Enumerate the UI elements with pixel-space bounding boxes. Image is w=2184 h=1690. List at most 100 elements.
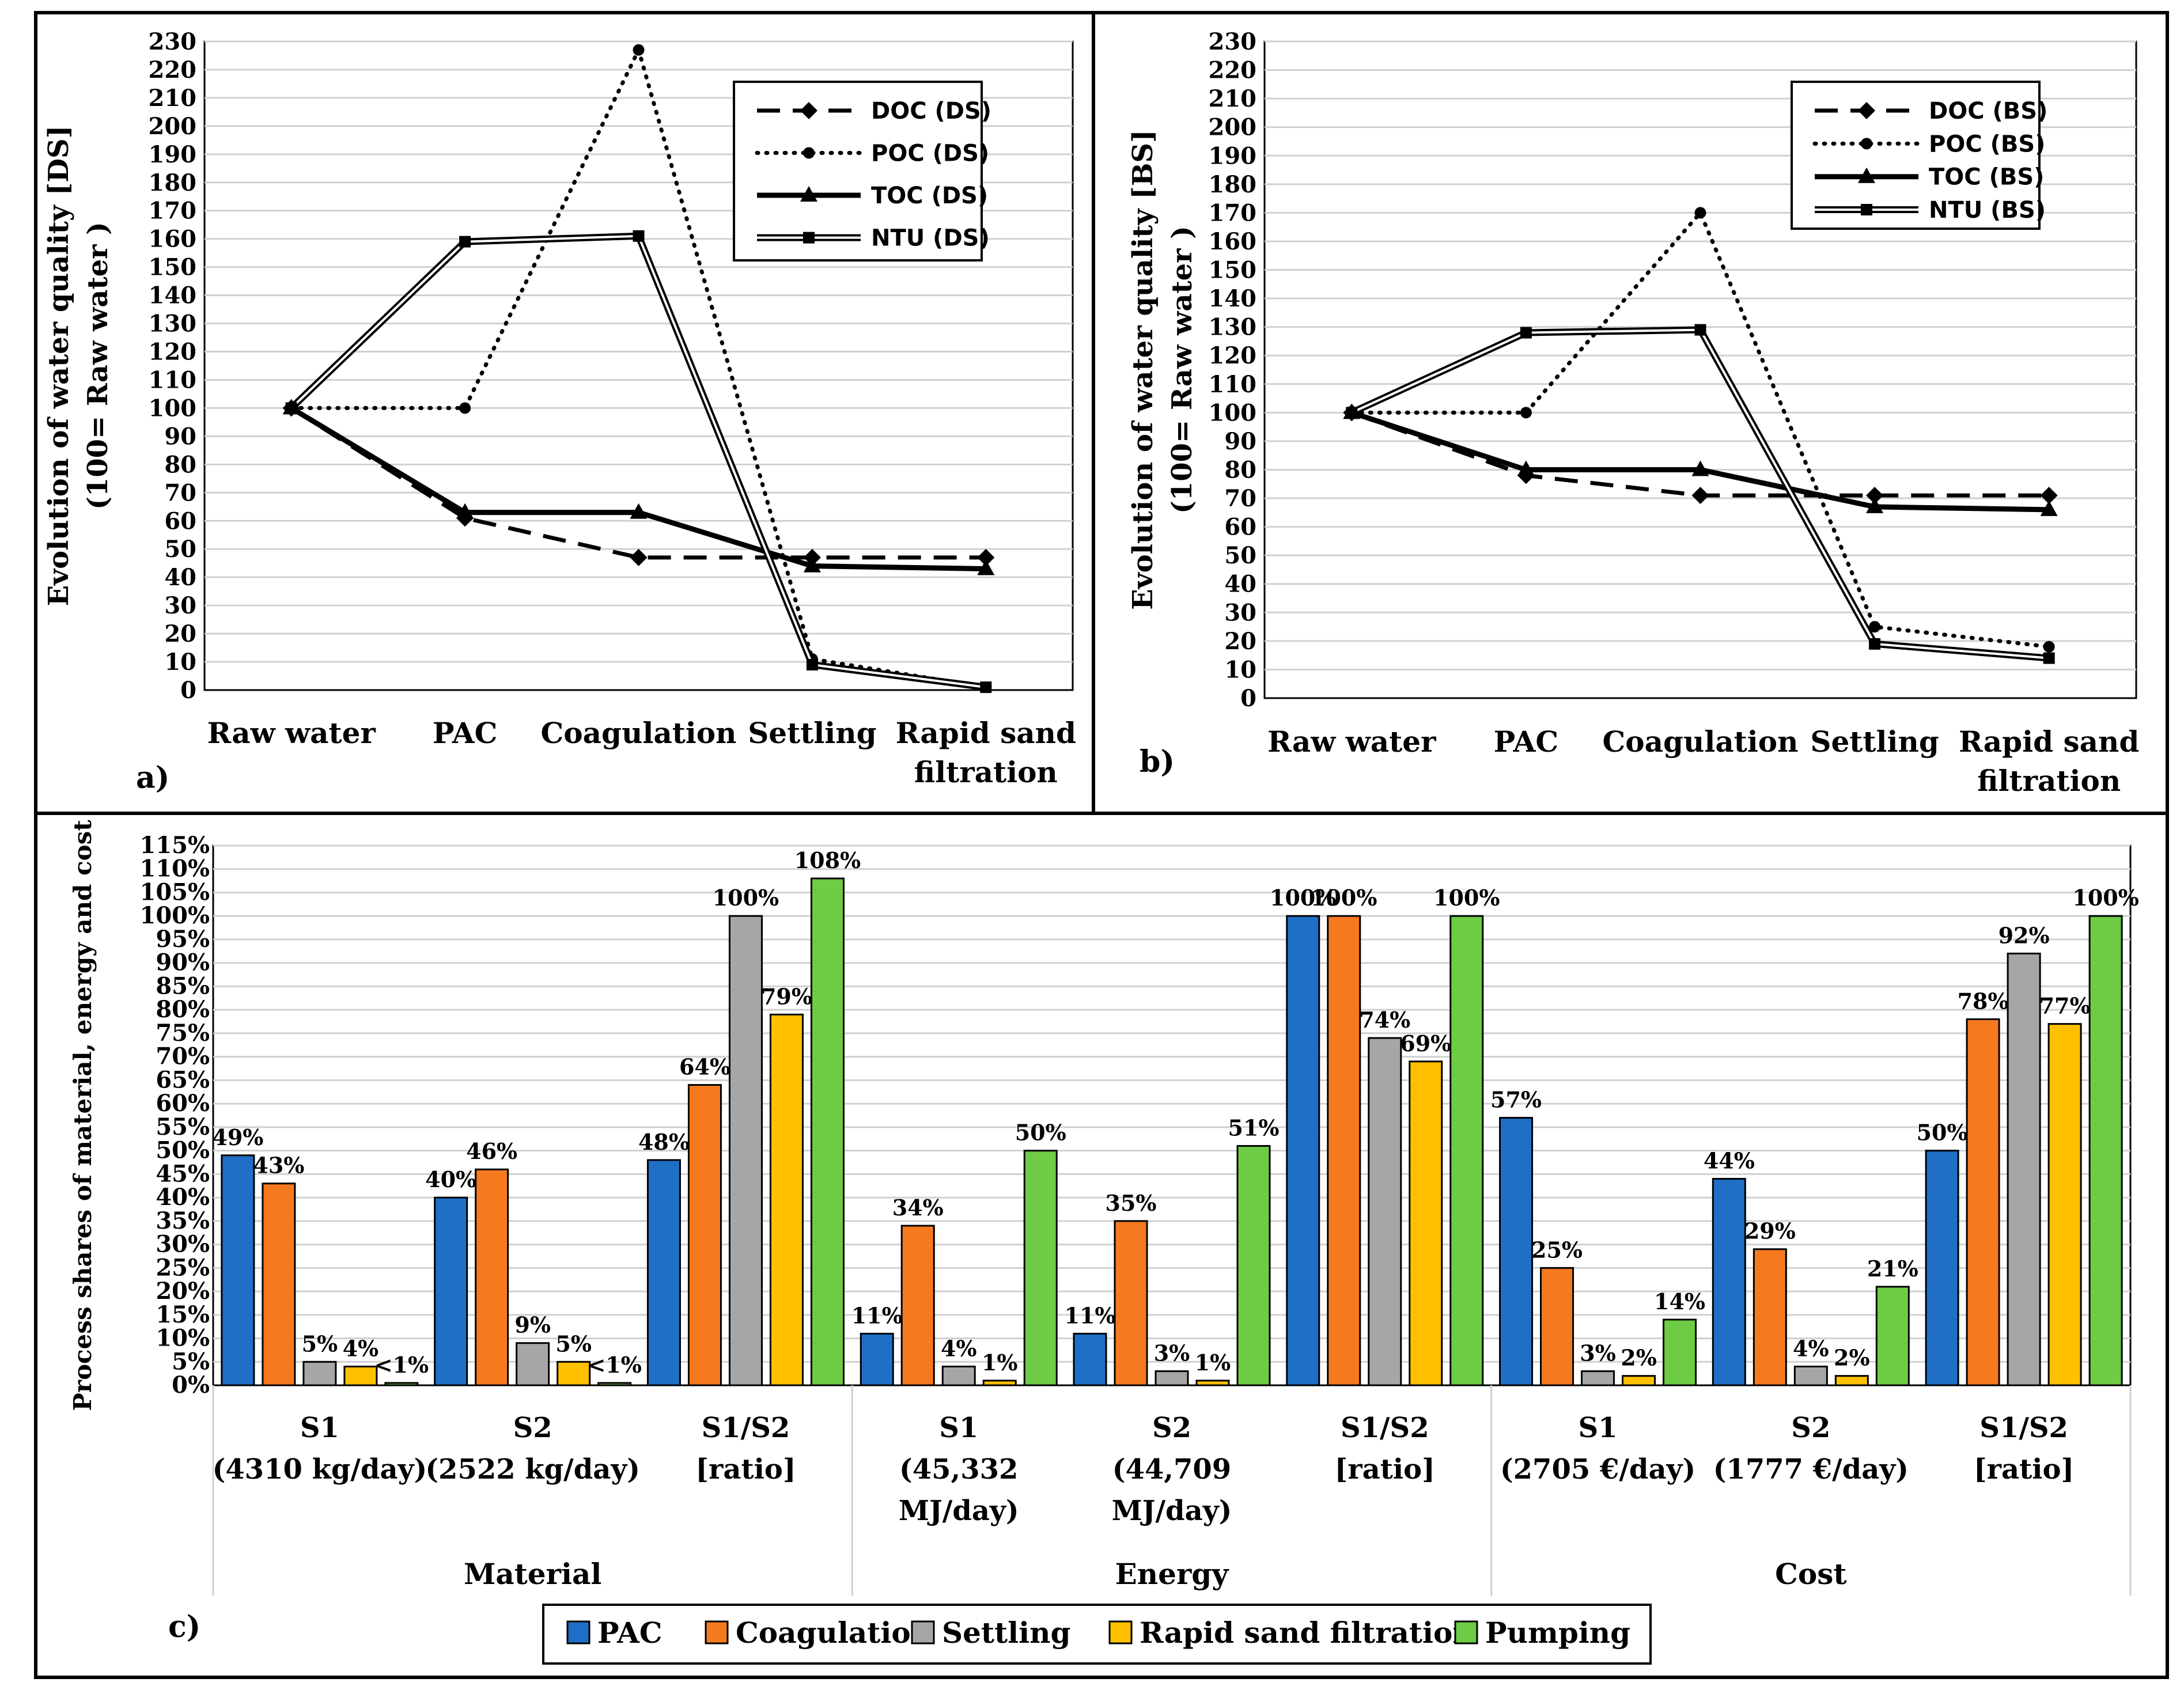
- y-tick-label: 70%: [156, 1043, 210, 1070]
- bar-data-label: 34%: [892, 1195, 944, 1221]
- data-point: [1691, 487, 1709, 505]
- bar: [1712, 1177, 1746, 1386]
- bar: [1368, 1037, 1402, 1386]
- legend-label: Settling: [942, 1616, 1070, 1650]
- bar: [1286, 915, 1320, 1386]
- bar: [1195, 1380, 1230, 1386]
- data-point: [806, 658, 818, 670]
- y-tick-label: 40%: [156, 1184, 210, 1211]
- x-subcategory-label: MJ/day): [1112, 1495, 1232, 1527]
- bar: [1540, 1267, 1574, 1386]
- bar: [343, 1365, 378, 1386]
- legend-item: DOC (BS): [1815, 98, 2047, 124]
- bar-data-label: 92%: [1998, 922, 2050, 948]
- data-point: [1346, 407, 1358, 419]
- y-tick-label: 20: [1224, 628, 1256, 655]
- y-tick-label: 140: [1209, 285, 1257, 312]
- y-tick-label: 170: [1209, 199, 1257, 226]
- y-tick-label: 105%: [139, 878, 210, 905]
- data-point: [977, 559, 995, 575]
- legend-swatch-marker: [803, 147, 815, 159]
- x-subcategory-label: S2: [1152, 1412, 1191, 1444]
- x-subcategory-label: (45,332: [899, 1453, 1018, 1486]
- y-tick-label: 230: [149, 28, 197, 55]
- bar: [434, 1196, 468, 1386]
- bar: [1925, 1150, 1959, 1386]
- y-tick-label: 25%: [156, 1254, 210, 1281]
- y-tick-label: 210: [1209, 85, 1257, 112]
- y-tick-label: 170: [149, 198, 197, 225]
- bar: [2088, 915, 2123, 1386]
- bar-data-label: 25%: [1531, 1237, 1583, 1263]
- legend: DOC (BS) POC (BS) TOC (BS) NTU (BS): [1791, 81, 2047, 230]
- bar-data-label: 44%: [1704, 1147, 1755, 1173]
- bar: [1073, 1332, 1107, 1386]
- bar: [646, 1159, 681, 1386]
- bar-data-label: 2%: [1834, 1345, 1870, 1371]
- bar: [687, 1084, 722, 1386]
- y-tick-label: 70: [1224, 485, 1256, 512]
- bar: [2007, 952, 2041, 1386]
- y-tick-label: 190: [1209, 142, 1257, 169]
- bar-data-label: 4%: [941, 1335, 977, 1361]
- panel-label: c): [168, 1609, 200, 1644]
- bar: [1875, 1286, 1910, 1386]
- bar-data-label: <1%: [374, 1352, 429, 1378]
- x-category-label: PAC: [1494, 725, 1559, 759]
- bar-data-label: 51%: [1228, 1115, 1280, 1140]
- data-point: [633, 230, 645, 242]
- bar: [769, 1013, 804, 1386]
- y-tick-label: 35%: [156, 1207, 210, 1234]
- legend-swatch-marker: [803, 232, 815, 244]
- x-subcategory-label: (2522 kg/day): [425, 1453, 640, 1486]
- data-point: [1694, 324, 1706, 336]
- y-tick-label: 0: [1240, 685, 1256, 712]
- panel-c-bar-chart: 0%5%10%15%20%25%30%35%40%45%50%55%60%65%…: [69, 820, 2139, 1665]
- y-tick-label: 130: [149, 310, 197, 338]
- legend-item: NTU (BS): [1815, 197, 2046, 223]
- x-subcategory-label: [ratio]: [695, 1453, 796, 1486]
- y-tick-label: 40: [164, 564, 196, 591]
- bar: [475, 1168, 509, 1386]
- y-tick-label: 30%: [156, 1231, 210, 1258]
- y-tick-label: 180: [1209, 171, 1257, 198]
- x-category-label: Raw water: [1267, 725, 1436, 759]
- legend-label: TOC (DS): [871, 183, 988, 209]
- bar: [302, 1361, 337, 1386]
- bar-data-label: 3%: [1154, 1340, 1190, 1366]
- data-point: [1691, 460, 1709, 476]
- bar-data-label: 5%: [555, 1331, 592, 1356]
- y-tick-label: 80%: [156, 996, 210, 1023]
- y-tick-label: 55%: [156, 1113, 210, 1140]
- bar: [810, 877, 845, 1386]
- series-line: [290, 406, 986, 560]
- data-point: [456, 503, 474, 519]
- y-tick-label: 120: [149, 339, 197, 366]
- x-subcategory-label: MJ/day): [899, 1495, 1019, 1527]
- legend-item: Pumping: [1454, 1616, 1630, 1650]
- x-subcategory-label: (2705 €/day): [1500, 1453, 1695, 1486]
- bar: [1449, 915, 1484, 1386]
- y-tick-label: 230: [1209, 28, 1257, 55]
- bar: [1327, 915, 1361, 1386]
- y-axis-title: Process shares of material, energy and c…: [69, 820, 97, 1411]
- legend: PAC Coagulation Settling Rapid sand filtrat…: [542, 1604, 1652, 1665]
- y-tick-label: 60: [164, 507, 196, 535]
- x-subcategory-label: S1/S2: [1979, 1412, 2068, 1444]
- legend-box: [1791, 81, 2041, 230]
- bar: [1663, 1318, 1697, 1386]
- legend-item: PAC: [566, 1616, 663, 1650]
- y-tick-label: 30: [164, 592, 196, 619]
- bar: [1834, 1375, 1869, 1386]
- y-tick-label: 20: [164, 620, 196, 647]
- y-tick-label: 50: [164, 536, 196, 563]
- bar-data-label: 3%: [1580, 1340, 1616, 1366]
- x-category-label: Rapid sand: [1959, 725, 2139, 759]
- group-category-label: Material: [464, 1557, 601, 1591]
- y-tick-label: 85%: [156, 972, 210, 999]
- y-tick-label: 0: [180, 677, 196, 704]
- bar-data-label: 78%: [1958, 988, 2009, 1014]
- y-tick-label: 80: [1224, 456, 1256, 483]
- y-tick-label: 180: [149, 169, 197, 196]
- bar-data-label: 50%: [1015, 1120, 1066, 1146]
